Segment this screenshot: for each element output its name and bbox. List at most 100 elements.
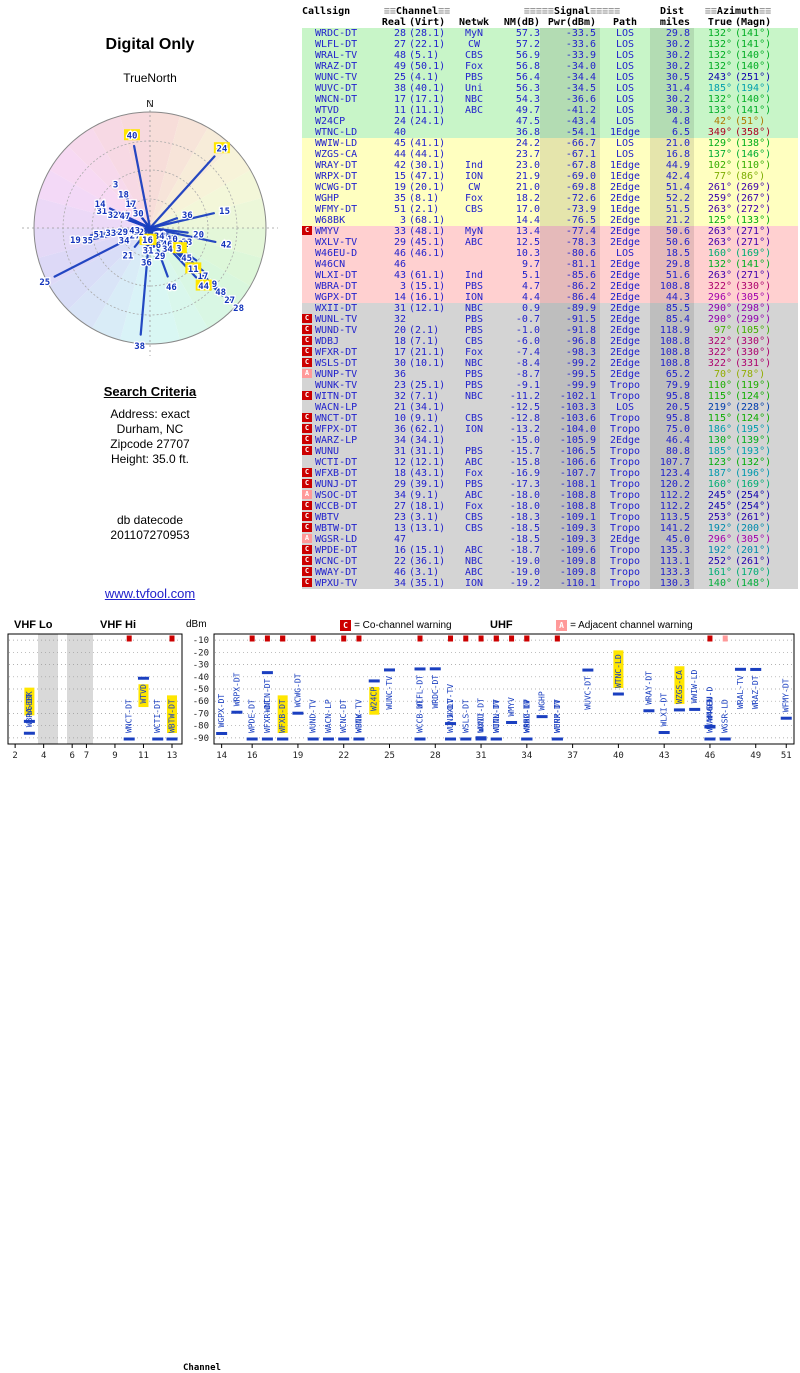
cell-azimuth-true: 160° xyxy=(707,248,732,259)
table-row: C WBTW-DT 13 (13.1) CBS -18.5 -109.3 Tropo 141.2… xyxy=(302,523,798,534)
table-row: A WGSR-LD 47 -18.5 -109.3 2Edge 45.0 296° (305°) xyxy=(302,534,798,545)
svg-text:36: 36 xyxy=(141,259,152,269)
chart-station-label: WUVC-DT xyxy=(583,676,592,710)
cell-power: -91.8 xyxy=(540,325,600,336)
co-channel-warning-icon: C xyxy=(302,336,312,345)
chart-station-label: WGSR-LD xyxy=(721,699,730,733)
cell-callsign: CWTVD xyxy=(302,105,380,116)
col-sub-nm: NM(dB) xyxy=(503,17,540,28)
cell-network: NBC xyxy=(464,303,484,314)
cell-azimuth-magnetic: (141°) xyxy=(735,39,772,50)
cell-power: -78.3 xyxy=(540,237,600,248)
cell-azimuth-magnetic: (105°) xyxy=(735,325,772,336)
cell-path: Tropo xyxy=(609,567,641,578)
cell-distance: 4.8 xyxy=(650,116,694,127)
svg-text:WUNP-TV: WUNP-TV xyxy=(553,699,562,733)
cell-virtual-channel: (3.1) xyxy=(409,567,440,578)
co-channel-warning-icon: C xyxy=(302,523,312,532)
cell-virtual-channel: (28.1) xyxy=(409,28,446,39)
cell-distance: 50.6 xyxy=(650,226,694,237)
cell-callsign: CWXLV-TV xyxy=(302,237,380,248)
cell-azimuth-true: 322° xyxy=(707,347,732,358)
cell-noise-margin: -7.4 xyxy=(515,347,540,358)
cell-callsign: A WSOC-DT xyxy=(302,490,380,501)
table-header-row-2: Real (Virt) Netwk NM(dB) Pwr(dBm) Path miles Tr… xyxy=(302,17,798,28)
cell-distance: 31.4 xyxy=(650,83,694,94)
criteria-line: Zipcode 27707 xyxy=(110,437,190,451)
cell-network: NBC xyxy=(464,358,484,369)
svg-text:W46EU-D: W46EU-D xyxy=(705,687,714,721)
cell-real-channel: 12 xyxy=(393,457,406,468)
chart-station-label: WXII-DT xyxy=(477,698,486,732)
cell-virtual-channel: (40.1) xyxy=(409,83,446,94)
svg-text:WACN-LP: WACN-LP xyxy=(324,699,333,733)
north-label: N xyxy=(146,99,153,110)
cell-path: Tropo xyxy=(609,446,641,457)
cell-power: -89.9 xyxy=(540,303,600,314)
cell-azimuth-magnetic: (298°) xyxy=(735,303,772,314)
cell-path: Tropo xyxy=(609,413,641,424)
cell-power: -108.1 xyxy=(540,479,600,490)
cell-callsign: C WUND-TV xyxy=(302,325,380,336)
cell-distance: 20.5 xyxy=(650,402,694,413)
cell-path: LOS xyxy=(615,83,635,94)
cell-azimuth-magnetic: (251°) xyxy=(735,72,772,83)
no-warning: C xyxy=(302,138,312,147)
svg-text:WBTV: WBTV xyxy=(354,714,363,733)
cell-distance: 6.5 xyxy=(650,127,694,138)
cell-callsign: CWLFL-DT xyxy=(302,39,380,50)
cell-azimuth-magnetic: (331°) xyxy=(735,358,772,369)
cell-virtual-channel: (36.1) xyxy=(409,556,446,567)
no-warning: C xyxy=(302,237,312,246)
cell-distance: 133.3 xyxy=(650,567,694,578)
col-sub-pwr: Pwr(dBm) xyxy=(547,17,596,28)
table-row: C WDBJ 18 (7.1) CBS -6.0 -96.8 2Edge 108.8 322° (3… xyxy=(302,336,798,347)
cell-virtual-channel: (7.1) xyxy=(409,336,440,347)
table-row: CW68BK 3(68.1) 14.4-76.5 2Edge 21.2 125°(133°… xyxy=(302,215,798,226)
chart-station-label: WTNC-LD xyxy=(613,650,624,689)
svg-text:WPDE-DT: WPDE-DT xyxy=(248,699,257,733)
cell-azimuth-magnetic: (124°) xyxy=(735,413,772,424)
svg-text:WITN-DT: WITN-DT xyxy=(492,699,501,733)
cell-azimuth-magnetic: (141°) xyxy=(735,105,772,116)
co-channel-warning-icon: C xyxy=(302,435,312,444)
vhf-hi-label: VHF Hi xyxy=(100,619,137,631)
uhf-label: UHF xyxy=(490,619,513,631)
cell-azimuth-true: 130° xyxy=(707,435,732,446)
cell-callsign: C WNCT-DT xyxy=(302,413,380,424)
cell-azimuth-magnetic: (138°) xyxy=(735,138,772,149)
svg-text:-50: -50 xyxy=(193,685,209,695)
svg-text:WUNC-TV: WUNC-TV xyxy=(385,676,394,710)
cell-power: -109.6 xyxy=(540,545,600,556)
cell-azimuth-true: 186° xyxy=(707,424,732,435)
no-warning: C xyxy=(302,182,312,191)
table-row: C WFXR-DT 17 (21.1) Fox -7.4 -98.3 2Edge 108.8 32… xyxy=(302,347,798,358)
no-warning: C xyxy=(302,72,312,81)
chart-station-label: WWAY-DT xyxy=(705,699,714,733)
col-sub-magn: (Magn) xyxy=(735,17,772,28)
cell-real-channel: 36 xyxy=(393,424,406,435)
cell-distance: 52.2 xyxy=(650,193,694,204)
svg-text:16: 16 xyxy=(142,236,153,246)
table-row: C WCCB-DT 27 (18.1) Fox -18.0 -108.8 Tropo 112.2… xyxy=(302,501,798,512)
cell-real-channel: 32 xyxy=(393,391,406,402)
svg-text:23: 23 xyxy=(133,228,144,238)
chart-station-label: WSLS-DT xyxy=(461,699,470,733)
cell-virtual-channel: (4.1) xyxy=(409,72,440,83)
tvfool-link[interactable]: www.tvfool.com xyxy=(104,586,196,601)
svg-text:28: 28 xyxy=(430,751,441,761)
cell-path: 2Edge xyxy=(609,270,641,281)
cell-noise-margin: 12.5 xyxy=(515,237,540,248)
vhf-lo-label: VHF Lo xyxy=(14,619,53,631)
cell-azimuth-magnetic: (330°) xyxy=(735,347,772,358)
chart-station-label: WBTV xyxy=(354,714,363,733)
table-header: Callsign ≡≡Channel≡≡ ≡≡≡≡≡Signal≡≡≡≡≡ Dist ≡… xyxy=(302,6,798,28)
svg-text:15: 15 xyxy=(219,207,230,217)
channel-axis-label: Channel xyxy=(183,1363,221,1373)
co-channel-warning-icon: C xyxy=(302,512,312,521)
cell-noise-margin: -8.4 xyxy=(515,358,540,369)
cell-power: -69.8 xyxy=(540,182,600,193)
cell-noise-margin: -1.0 xyxy=(515,325,540,336)
svg-text:-70: -70 xyxy=(193,709,209,719)
radar-grid xyxy=(22,100,278,356)
